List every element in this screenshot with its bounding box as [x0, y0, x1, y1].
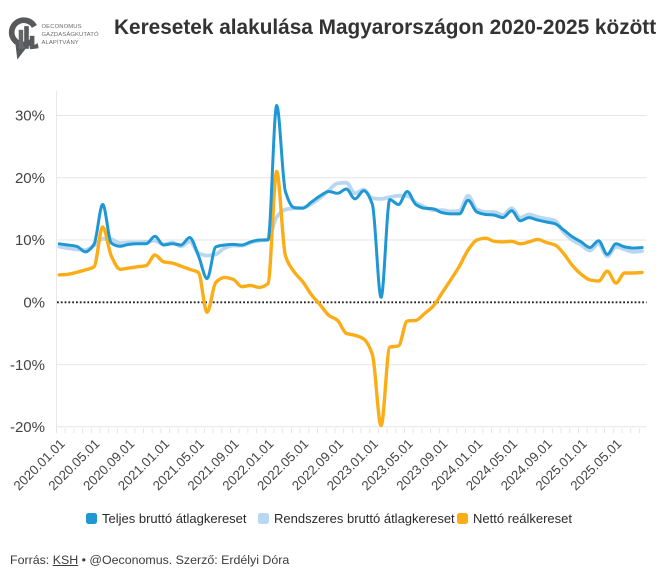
- svg-text:30%: 30%: [15, 108, 45, 125]
- svg-text:10%: 10%: [15, 232, 45, 249]
- svg-text:-20%: -20%: [10, 419, 45, 436]
- svg-text:20%: 20%: [15, 170, 45, 187]
- svg-text:-10%: -10%: [10, 357, 45, 374]
- svg-text:0%: 0%: [23, 295, 45, 312]
